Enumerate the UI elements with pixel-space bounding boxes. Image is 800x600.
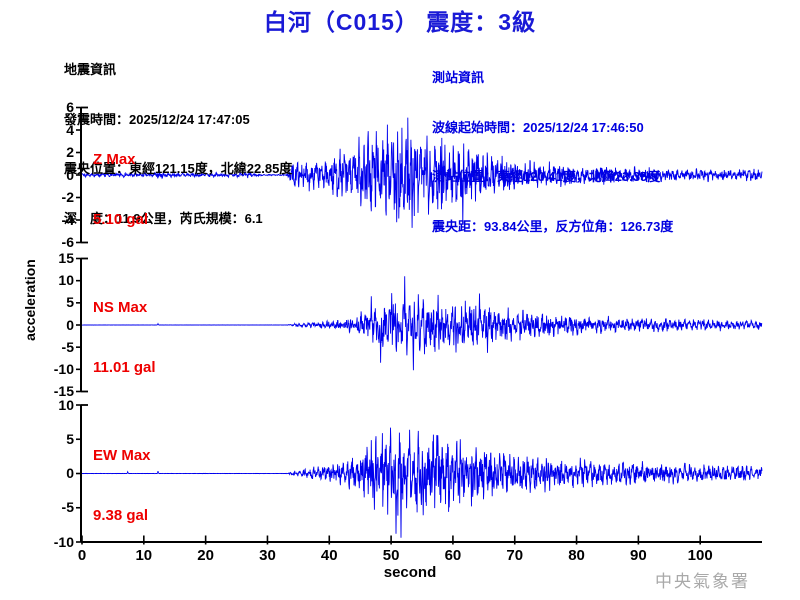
ew-max-label: EW Max (93, 447, 151, 464)
x-tick-label: 40 (320, 547, 338, 564)
quake-epicenter-location: 震央位置：東經121.15度，北緯22.85度 (64, 161, 293, 176)
ew-max-value: 9.38 gal (93, 507, 149, 524)
quake-info-block: 地震資訊 發震時間：2025/12/24 17:47:05 震央位置：東經121… (64, 29, 292, 260)
ew-max-label-block: EW Max 9.38 gal (93, 406, 151, 566)
y-tick-label: 0 (66, 465, 74, 481)
x-tick-label: 10 (135, 547, 153, 564)
ns-max-label: NS Max (93, 299, 148, 316)
x-tick-label: 0 (77, 547, 87, 564)
waveform-trace-ew (82, 427, 763, 538)
page-title: 白河（C015） 震度：3級 (263, 9, 537, 35)
y-tick-label: 10 (58, 272, 74, 289)
y-tick-label: -5 (61, 499, 74, 516)
y-tick-label: 5 (66, 294, 74, 311)
y-tick-label: 0 (66, 316, 74, 333)
waveform-trace-z (81, 117, 763, 228)
y-tick-label: -2 (61, 189, 74, 205)
quake-depth-magnitude: 深 度：11.9公里，芮氏規模：6.1 (64, 210, 263, 226)
y-tick-label: -10 (53, 360, 74, 377)
x-tick-label: 70 (506, 547, 524, 564)
x-tick-label: 100 (687, 547, 713, 564)
station-info-heading: 測站資訊 (432, 70, 485, 85)
agency-watermark: 中央氣象署 (655, 572, 750, 591)
z-max-value: 5.10 gal (93, 211, 149, 228)
y-tick-label: -4 (61, 211, 74, 228)
x-tick-label: 20 (197, 547, 214, 564)
y-tick-label: -6 (61, 234, 74, 250)
waveform-trace-ns (81, 276, 763, 371)
y-tick-label: 15 (58, 250, 74, 266)
x-axis-title: second (383, 564, 437, 581)
y-tick-label: 6 (66, 99, 74, 115)
station-info-block: 測站資訊 波線起始時間：2025/12/24 17:46:50 測站位置：東經1… (432, 37, 673, 268)
z-max-label: Z Max (93, 151, 136, 168)
y-tick-label: 4 (66, 121, 74, 138)
x-tick-label: 90 (630, 547, 647, 564)
x-tick-label: 30 (259, 547, 276, 564)
y-tick-label: -5 (61, 338, 74, 355)
y-tick-label: 2 (66, 144, 74, 160)
quake-info-heading: 地震資訊 (64, 62, 117, 77)
station-epicentral-distance: 震央距：93.84公里，反方位角：126.73度 (432, 218, 674, 234)
y-tick-label: 5 (66, 430, 74, 447)
quake-origin-time: 發震時間：2025/12/24 17:47:05 (64, 111, 250, 127)
y-tick-label: 0 (66, 166, 74, 183)
ns-max-label-block: NS Max 11.01 gal (93, 258, 156, 418)
x-tick-label: 80 (568, 547, 585, 564)
station-wave-start-time: 波線起始時間：2025/12/24 17:46:50 (432, 119, 644, 135)
station-location: 測站位置：東經120.41度，北緯23.35度 (432, 169, 661, 184)
y-tick-label: -15 (53, 382, 74, 399)
x-tick-label: 60 (444, 547, 462, 564)
x-tick-label: 50 (382, 547, 400, 564)
ns-max-value: 11.01 gal (93, 359, 156, 376)
z-max-label-block: Z Max 5.10 gal (93, 110, 148, 270)
y-tick-label: 10 (58, 396, 74, 413)
y-tick-label: -10 (53, 533, 74, 550)
